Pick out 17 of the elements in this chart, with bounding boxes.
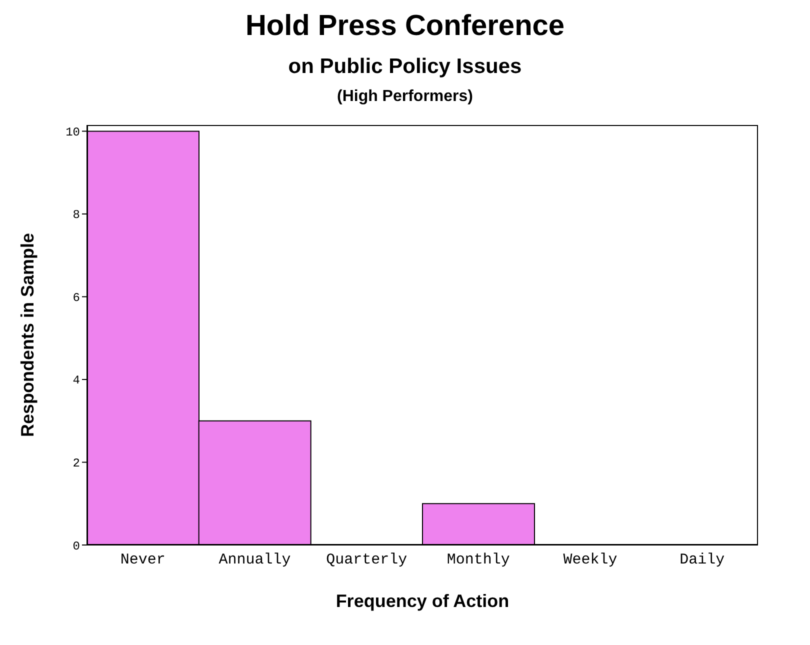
y-tick-label: 8 (72, 208, 80, 222)
chart-title: Hold Press Conference (244, 10, 566, 43)
y-tick-label: 2 (72, 456, 80, 470)
x-tick-label: Daily (680, 552, 725, 569)
y-axis-title: Respondents in Sample (17, 232, 38, 438)
x-tick-label: Weekly (563, 552, 618, 569)
chart-subtitle: on Public Policy Issues (287, 55, 523, 79)
text: (High Performers) (336, 88, 474, 106)
x-tick-label: Quarterly (326, 552, 408, 569)
x-tick-label: Annually (218, 552, 291, 569)
y-tick-label: 6 (72, 290, 80, 305)
y-tick-label: 0 (72, 539, 80, 554)
y-tick-label: 10 (66, 125, 80, 140)
x-tick-label: Never (120, 552, 166, 569)
y-tick-label: 4 (72, 374, 80, 388)
x-axis-title: Frequency of Action (336, 591, 510, 611)
x-tick-label: Monthly (446, 552, 510, 569)
